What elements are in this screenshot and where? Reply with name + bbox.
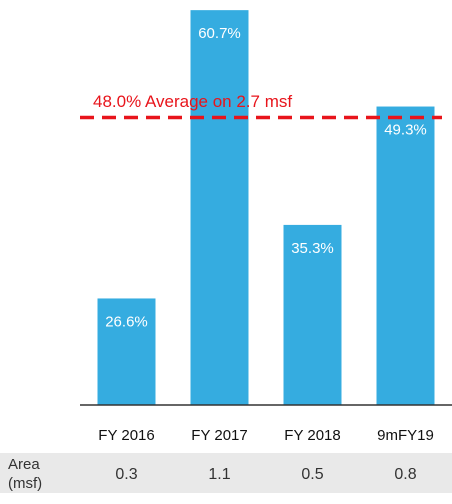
data-label: 35.3% [291,240,334,257]
x-tick-label: 9mFY19 [377,427,434,444]
area-value: 1.1 [208,466,230,483]
data-label: 49.3% [384,122,427,139]
area-row-label: (msf) [8,475,42,492]
area-row-background [0,453,452,493]
area-value: 0.5 [301,466,323,483]
area-value: 0.8 [394,466,416,483]
area-row-label: Area [8,456,40,473]
bar [283,224,342,405]
bar [190,10,249,405]
data-label: 26.6% [105,313,148,330]
bar [376,106,435,405]
x-tick-label: FY 2018 [284,427,340,444]
x-tick-label: FY 2017 [191,427,247,444]
x-tick-label: FY 2016 [98,427,154,444]
data-label: 60.7% [198,25,241,42]
average-annotation: 48.0% Average on 2.7 msf [93,92,292,111]
bar [97,298,156,405]
area-value: 0.3 [115,466,137,483]
